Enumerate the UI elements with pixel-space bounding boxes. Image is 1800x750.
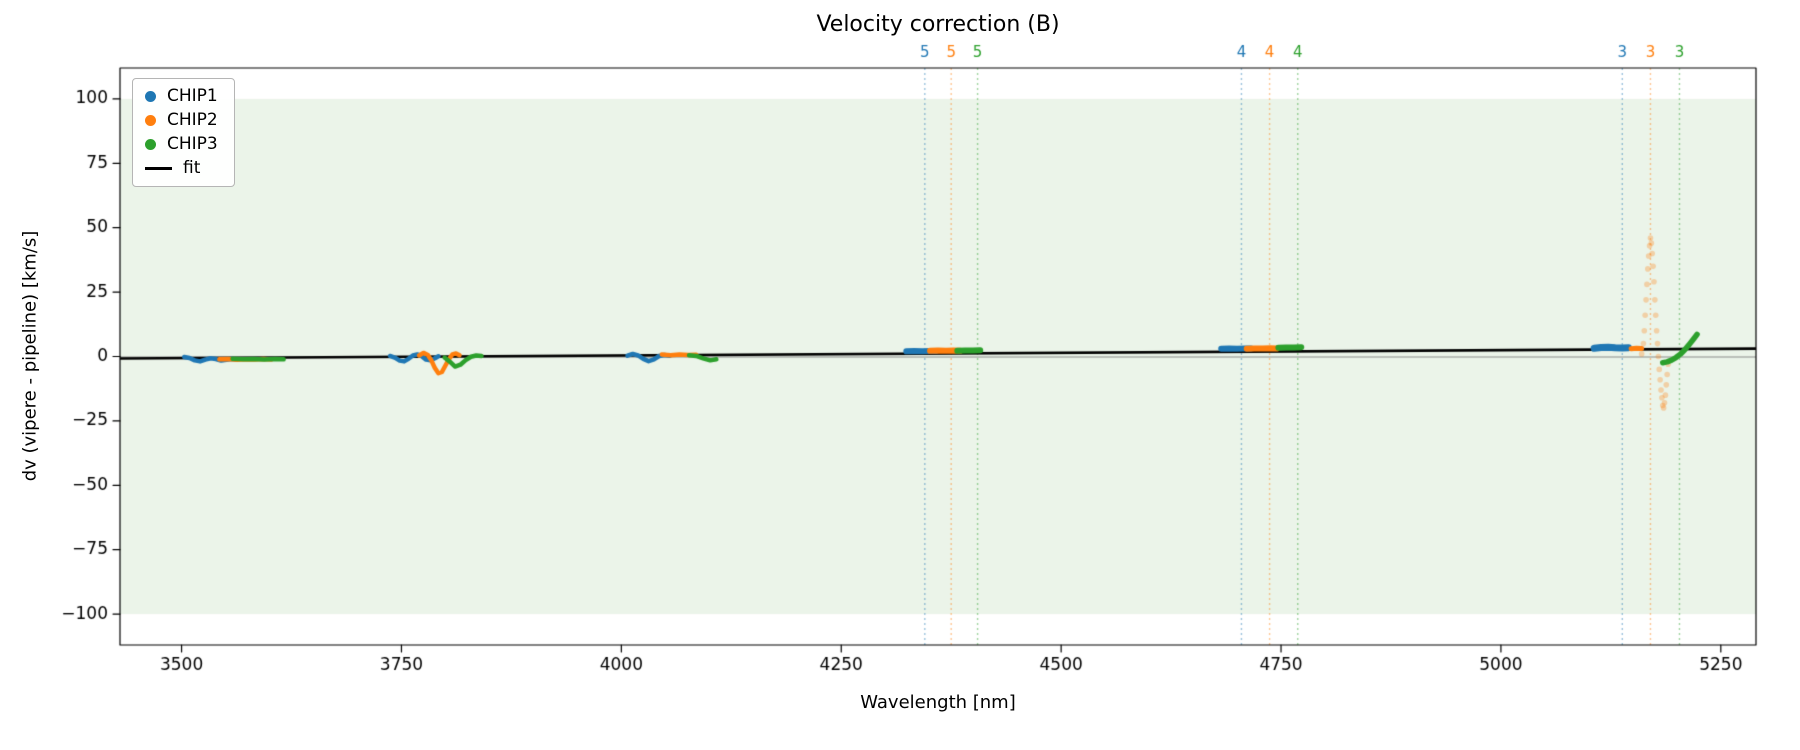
chip2-marker-icon — [145, 115, 156, 126]
legend-item-chip1: CHIP1 — [145, 88, 218, 105]
x-axis-label: Wavelength [nm] — [860, 692, 1016, 713]
chip3-marker-icon — [145, 139, 156, 150]
legend: CHIP1 CHIP2 CHIP3 fit — [132, 78, 235, 187]
legend-label-chip1: CHIP1 — [167, 86, 218, 106]
fit-line-marker-icon — [145, 167, 172, 170]
legend-item-chip2: CHIP2 — [145, 112, 218, 129]
legend-label-fit: fit — [183, 158, 201, 178]
legend-label-chip3: CHIP3 — [167, 134, 218, 154]
legend-label-chip2: CHIP2 — [167, 110, 218, 130]
legend-item-fit: fit — [145, 160, 218, 177]
chip1-marker-icon — [145, 91, 156, 102]
legend-item-chip3: CHIP3 — [145, 136, 218, 153]
